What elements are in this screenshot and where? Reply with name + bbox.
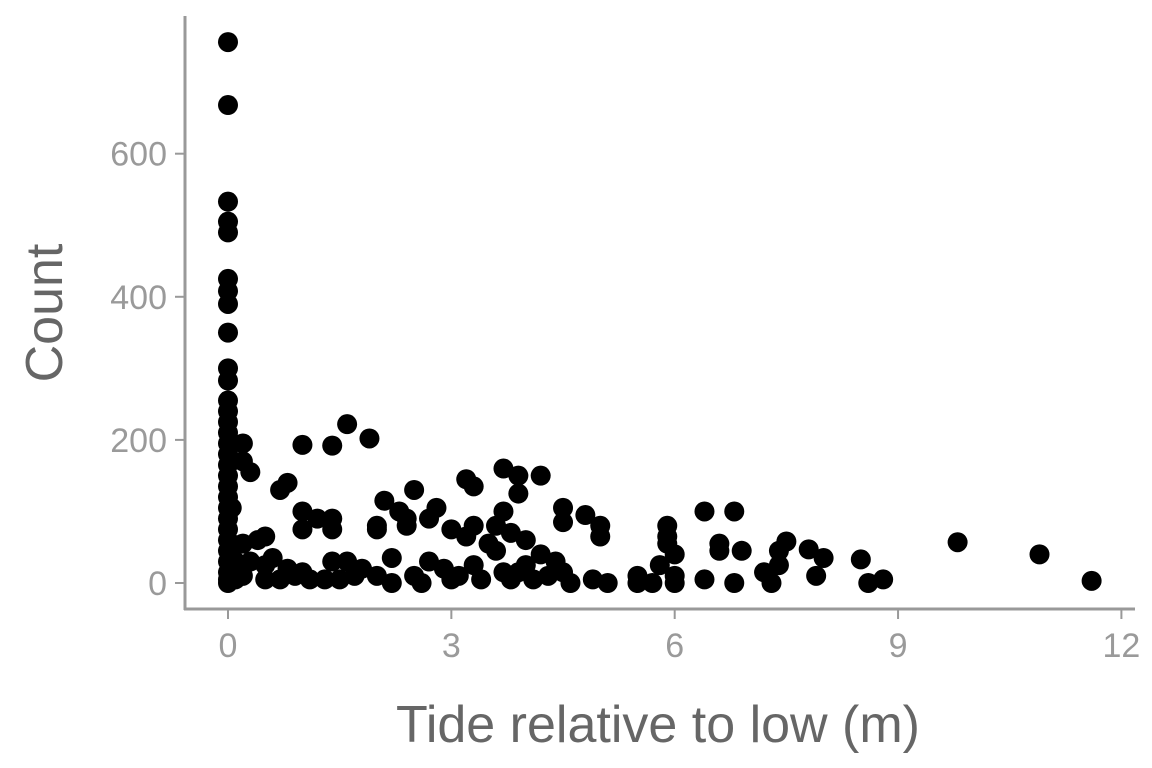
y-axis-title: Count [16, 243, 74, 382]
y-tick-label: 0 [148, 565, 167, 603]
data-point [299, 569, 320, 590]
y-tick-label: 600 [110, 136, 167, 174]
data-point [322, 551, 343, 572]
data-point [798, 539, 819, 560]
data-point [553, 512, 574, 533]
data-point [255, 569, 276, 590]
data-point [873, 569, 894, 590]
data-point [218, 222, 238, 243]
data-point [806, 565, 827, 586]
data-point [508, 465, 529, 486]
data-point [627, 573, 648, 593]
data-point [232, 433, 253, 454]
x-tick-label: 12 [1102, 627, 1140, 665]
data-point [366, 565, 387, 586]
data-point [221, 497, 242, 518]
data-point [292, 519, 313, 540]
data-point [292, 501, 313, 522]
data-point [240, 462, 261, 483]
y-tick-label: 400 [110, 279, 167, 317]
data-point [262, 547, 283, 568]
data-point [381, 573, 402, 593]
data-point [314, 569, 335, 590]
data-point [709, 540, 730, 561]
data-point [218, 293, 238, 314]
data-point [218, 191, 238, 212]
data-point [850, 549, 871, 570]
x-tick-label: 3 [442, 627, 461, 665]
data-point [463, 476, 484, 497]
x-tick-label: 0 [219, 627, 238, 665]
data-point [649, 555, 670, 576]
data-points [218, 32, 1102, 593]
data-point [761, 573, 782, 593]
data-point [560, 573, 581, 593]
data-point [694, 569, 715, 590]
data-point [322, 435, 343, 456]
data-point [322, 519, 343, 540]
x-tick-label: 6 [665, 627, 684, 665]
data-point [426, 497, 447, 518]
data-point [352, 558, 373, 579]
data-point [724, 573, 745, 593]
data-point [724, 501, 745, 522]
data-point [307, 508, 328, 529]
data-point [463, 515, 484, 536]
data-point [947, 532, 968, 553]
data-point [486, 540, 507, 561]
data-point [731, 540, 752, 561]
data-point [359, 428, 380, 449]
data-point [255, 526, 276, 547]
data-point [218, 95, 238, 116]
x-axis-ticks: 0 3 6 9 12 [219, 609, 1140, 665]
data-point [277, 472, 298, 493]
data-point [530, 465, 551, 486]
data-point [381, 547, 402, 568]
y-axis-ticks: 0 200 400 600 [110, 136, 185, 603]
data-point [441, 519, 462, 540]
data-point [508, 483, 529, 504]
data-point [515, 530, 536, 551]
data-point [419, 551, 440, 572]
data-point [813, 547, 834, 568]
data-point [448, 565, 469, 586]
data-point [776, 531, 797, 552]
data-point [664, 573, 685, 593]
data-point [218, 322, 238, 343]
data-point [768, 555, 789, 576]
y-tick-label: 200 [110, 422, 167, 460]
data-point [500, 522, 521, 543]
x-tick-label: 9 [889, 627, 908, 665]
data-point [1029, 544, 1050, 565]
data-point [493, 458, 514, 479]
data-point [292, 434, 313, 455]
data-point [553, 497, 574, 518]
data-point [493, 501, 514, 522]
data-point [1081, 570, 1102, 591]
data-point [337, 414, 358, 435]
x-axis-title: Tide relative to low (m) [396, 696, 920, 754]
data-point [694, 501, 715, 522]
data-point [404, 479, 425, 500]
data-point [597, 573, 618, 593]
data-point [396, 508, 417, 529]
data-point [664, 544, 685, 565]
data-point [642, 573, 663, 593]
data-point [374, 490, 395, 511]
data-point [575, 505, 596, 526]
data-point [590, 526, 611, 547]
data-point [471, 569, 492, 590]
data-point [218, 370, 238, 391]
data-point [366, 519, 387, 540]
data-point [411, 573, 432, 593]
data-point [218, 32, 238, 53]
data-point [530, 544, 551, 565]
